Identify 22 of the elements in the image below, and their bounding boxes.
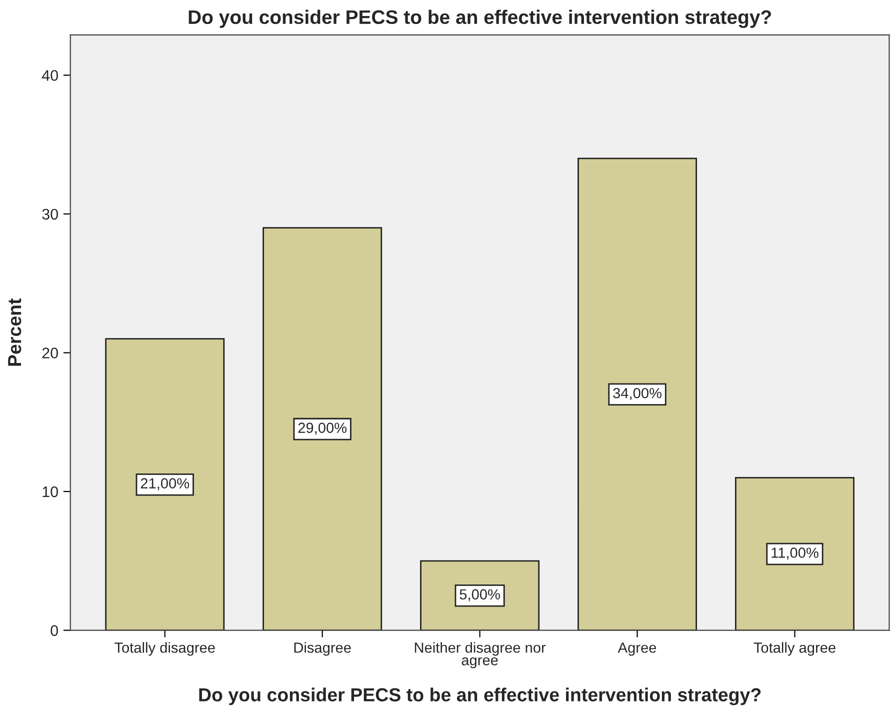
data-label: 21,00% [140, 478, 190, 490]
x-tick-label: Neither disagree nor agree [414, 642, 546, 668]
y-axis-title: Percent [8, 298, 22, 366]
chart-title: Do you consider PECS to be an effective intervention strategy? [188, 10, 771, 28]
x-tick-label: Totally agree [754, 642, 836, 656]
bar [262, 227, 382, 630]
bar [734, 476, 854, 630]
y-tick-label: 10 [42, 486, 58, 498]
bar [105, 338, 225, 630]
data-label: 5,00% [460, 589, 500, 602]
y-tick-label: 30 [42, 208, 58, 220]
x-tick-label: Agree [618, 642, 656, 656]
y-tick-label: 20 [42, 348, 58, 358]
x-tick-label: Totally disagree [114, 642, 215, 656]
data-label: 11,00% [772, 548, 818, 560]
y-tick-label: 0 [50, 625, 58, 636]
bar [578, 158, 698, 630]
data-label: 29,00% [298, 422, 347, 435]
x-axis-title: Do you consider PECS to be an effective intervention strategy? [199, 688, 761, 706]
y-tick-label: 40 [42, 70, 58, 81]
data-label: 34,00% [613, 388, 662, 400]
x-tick-label: Disagree [294, 642, 351, 656]
